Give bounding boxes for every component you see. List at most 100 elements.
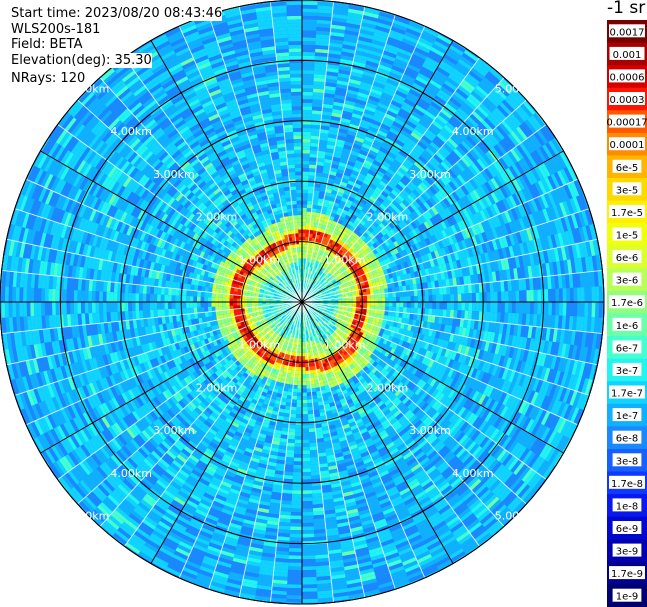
- ray-gate: [320, 263, 324, 268]
- ray-separator: [301, 77, 505, 303]
- ray-gate: [302, 215, 307, 219]
- ray-gate: [432, 168, 442, 179]
- ray-gate: [422, 113, 435, 124]
- ray-gate: [319, 216, 325, 222]
- ray-gate: [344, 96, 357, 103]
- ray-gate: [446, 77, 460, 88]
- ray-gate: [359, 122, 370, 130]
- ray-gate: [342, 148, 352, 154]
- ray-gate: [346, 199, 353, 206]
- ray-gate: [376, 170, 385, 178]
- ray-gate: [366, 57, 381, 65]
- ray-gate: [447, 47, 462, 59]
- ray-gate: [435, 166, 445, 176]
- ray-gate: [326, 64, 340, 70]
- ray-gate: [335, 266, 340, 271]
- ray-gate: [333, 202, 340, 208]
- ray-gate: [348, 82, 361, 89]
- ray-gate: [311, 110, 323, 115]
- ray-gate: [377, 18, 393, 27]
- ray-gate: [499, 102, 513, 116]
- ray-gate: [452, 113, 465, 125]
- ray-gate: [312, 201, 318, 206]
- ray-gate: [363, 214, 371, 221]
- ray-separator: [301, 6, 366, 303]
- ray-gate: [350, 173, 358, 180]
- ray-separator: [301, 1, 335, 303]
- ray-gate: [402, 161, 412, 170]
- ray-gate: [476, 125, 488, 138]
- ray-gate: [335, 87, 348, 93]
- ray-gate: [442, 185, 452, 196]
- ray-gate: [447, 137, 459, 149]
- ray-gate: [364, 136, 375, 144]
- ray-gate: [472, 302, 476, 312]
- ray-gate: [413, 289, 418, 297]
- ray-gate: [403, 70, 418, 80]
- ray-gate: [302, 204, 308, 208]
- ray-gate: [418, 98, 431, 108]
- ray-gate: [302, 33, 316, 38]
- ray-gate: [345, 22, 361, 29]
- ray-gate: [408, 88, 422, 98]
- ray-gate: [405, 28, 422, 38]
- ray-gate: [409, 191, 418, 201]
- ray-gate: [378, 193, 387, 201]
- ray-gate: [313, 280, 317, 285]
- ray-gate: [384, 113, 396, 122]
- ray-gate: [431, 206, 439, 216]
- ray-gate: [412, 82, 426, 92]
- ray-gate: [501, 291, 505, 302]
- ray-gate: [302, 26, 317, 31]
- ray-gate: [427, 53, 442, 64]
- ray-gate: [377, 150, 388, 158]
- ray-gate: [336, 80, 349, 86]
- ray-gate: [407, 24, 423, 34]
- ray-gate: [363, 298, 368, 302]
- ray-gate: [396, 214, 404, 223]
- ray-gate: [339, 200, 347, 206]
- ray-gate: [517, 105, 531, 120]
- ray-gate: [302, 218, 307, 223]
- ray-gate: [357, 189, 366, 196]
- ray-gate: [328, 269, 333, 274]
- ray-gate: [369, 182, 377, 190]
- ray-gate: [418, 69, 433, 80]
- ray-gate: [485, 151, 496, 164]
- ray-gate: [463, 49, 479, 62]
- ray-gate: [311, 263, 315, 268]
- ray-gate: [454, 64, 469, 77]
- ray-gate: [343, 144, 353, 151]
- ray-gate: [302, 12, 318, 17]
- ray-gate: [308, 171, 316, 176]
- ray-gate: [466, 96, 479, 109]
- ray-gate: [462, 169, 472, 181]
- ray-gate: [419, 137, 430, 148]
- ray-gate: [448, 44, 464, 56]
- ray-gate: [591, 302, 596, 318]
- ray-gate: [302, 222, 307, 226]
- ray-gate: [459, 82, 473, 94]
- ray-gate: [321, 272, 325, 277]
- ray-gate: [337, 207, 344, 213]
- ray-gate: [450, 71, 464, 83]
- ray-gate: [417, 289, 422, 296]
- ray-gate: [393, 173, 403, 181]
- ray-gate: [389, 148, 399, 157]
- ray-gate: [437, 190, 446, 200]
- ray-gate: [302, 91, 313, 96]
- ray-gate: [318, 194, 325, 200]
- ray-gate: [506, 115, 519, 129]
- ray-gate: [490, 302, 495, 313]
- ray-gate: [410, 221, 418, 229]
- ray-gate: [457, 285, 462, 294]
- ray-gate: [359, 210, 366, 217]
- ray-gate: [382, 140, 393, 149]
- ray-gate: [473, 127, 486, 140]
- ray-gate: [397, 167, 407, 176]
- ray-gate: [382, 50, 397, 59]
- ray-gate: [435, 37, 451, 48]
- ray-gate: [448, 153, 459, 164]
- ray-gate: [381, 119, 393, 128]
- ray-gate: [313, 193, 319, 199]
